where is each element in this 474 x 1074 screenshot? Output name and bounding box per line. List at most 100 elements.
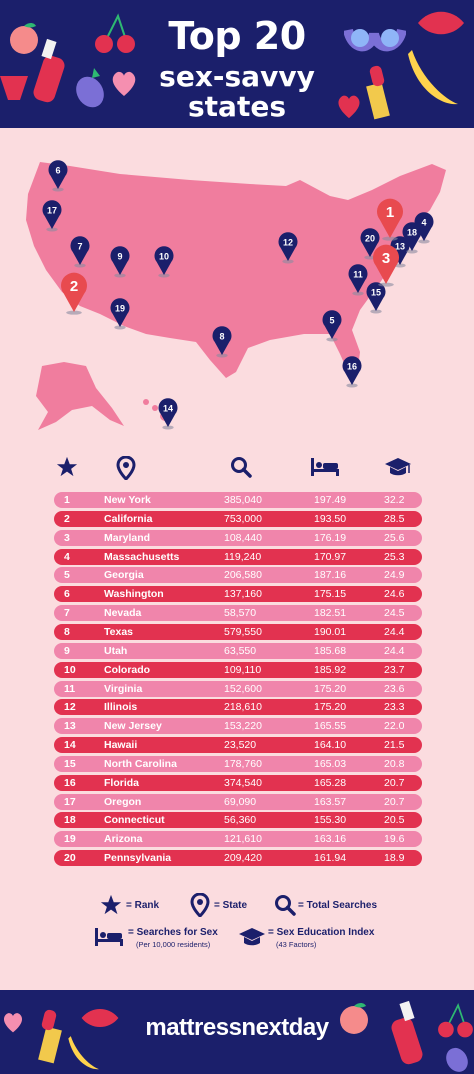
sex-education-index-cell: 24.6 [384,588,405,601]
total-searches-cell: 153,220 [224,720,262,733]
searches-for-sex-cell: 163.57 [314,795,347,808]
rank-cell: 6 [64,588,70,601]
map-pin-1: 1 [377,198,403,241]
state-cell: Massachusetts [104,550,180,563]
state-cell: Hawaii [104,739,138,752]
state-cell: Illinois [104,701,138,714]
sex-education-index-cell: 18.9 [384,852,405,865]
searches-for-sex-cell: 176.19 [314,531,347,544]
map-pin-icon [42,200,62,229]
map-pin-16: 16 [342,356,362,388]
brand-logo: mattressnextday [145,1014,329,1041]
total-searches-cell: 23,520 [224,739,257,752]
rank-cell: 9 [64,644,70,657]
map-pin-14: 14 [158,398,178,430]
map-pin-10: 10 [154,246,174,278]
pin-shadow [370,309,382,314]
legend-total-searches: = Total Searches [298,900,378,911]
map-pin-icon [377,198,403,238]
pin-shadow [162,425,174,430]
searches-for-sex-cell: 175.15 [314,588,347,601]
rank-cell: 18 [64,814,76,827]
pin-shadow [326,337,338,342]
searches-for-sex-cell: 155.30 [314,814,347,827]
peach-icon [10,23,38,54]
sex-education-index-cell: 20.8 [384,757,405,770]
total-searches-cell: 178,760 [224,757,262,770]
searches-for-sex-cell: 164.10 [314,739,347,752]
legend-sex-education-index-note: (43 Factors) [276,940,317,949]
sex-education-index-cell: 24.4 [384,644,405,657]
searches-for-sex-cell: 165.28 [314,776,347,789]
map-pin-icon [110,246,130,275]
legend-searches-for-sex: = Searches for Sex [128,927,218,938]
sex-education-index-cell: 20.5 [384,814,405,827]
map-pin-icon [414,212,434,241]
state-cell: Colorado [104,663,151,676]
map-pin-7: 7 [70,236,90,268]
map-pin-icon [70,236,90,265]
total-searches-cell: 218,610 [224,701,262,714]
map-pin-label: 7 [77,242,82,252]
map-pin-icon [342,356,362,385]
heart-icon [338,95,360,119]
map-pin-5: 5 [322,310,342,342]
rank-cell: 17 [64,795,76,808]
searches-for-sex-cell: 182.51 [314,607,347,620]
lips-icon [81,1009,119,1027]
location-pin-icon [116,456,136,480]
table-row: 7 Nevada 58,570 182.51 24.5 [54,605,422,622]
state-cell: Georgia [104,569,144,582]
table-row: 16 Florida 374,540 165.28 20.7 [54,774,422,791]
alaska-shape [36,362,124,430]
searches-for-sex-cell: 170.97 [314,550,347,563]
lips-icon [418,11,464,35]
table-row: 19 Arizona 121,610 163.16 19.6 [54,831,422,848]
pin-shadow [282,259,294,264]
graduation-cap-icon [239,928,265,946]
star-icon [56,456,78,477]
location-pin-icon [190,893,210,917]
map-pin-19: 19 [110,298,130,330]
sex-education-index-cell: 25.3 [384,550,405,563]
pin-shadow [74,263,86,268]
table-row: 5 Georgia 206,580 187.16 24.9 [54,567,422,584]
sex-education-index-cell: 22.0 [384,720,405,733]
sex-education-index-cell: 23.7 [384,663,405,676]
total-searches-cell: 58,570 [224,607,257,620]
total-searches-cell: 206,580 [224,569,262,582]
map-pin-icon [212,326,232,355]
map-pin-label: 18 [407,228,417,238]
searches-for-sex-cell: 185.92 [314,663,347,676]
table-row: 6 Washington 137,160 175.15 24.6 [54,586,422,603]
searches-for-sex-cell: 187.16 [314,569,347,582]
pin-shadow [114,325,126,330]
map-pin-icon [348,264,368,293]
sex-education-index-cell: 24.9 [384,569,405,582]
graduation-cap-icon [385,458,411,476]
pin-shadow [406,249,418,254]
hot-sauce-icon [391,1000,423,1065]
page-subtitle: sex-savvy states [0,62,474,122]
rank-cell: 5 [64,569,70,582]
map-pin-label: 9 [117,252,122,262]
pin-shadow [52,187,64,192]
map-pin-20: 20 [360,228,380,260]
pin-shadow [346,383,358,388]
table-row: 14 Hawaii 23,520 164.10 21.5 [54,737,422,754]
map-pin-icon [61,272,87,312]
total-searches-cell: 579,550 [224,625,262,638]
cherries-icon [95,13,135,53]
rank-cell: 16 [64,776,76,789]
map-pin-icon [322,310,342,339]
map-pin-label: 19 [115,304,125,314]
legend-state: = State [214,900,248,911]
pin-shadow [114,273,126,278]
rank-cell: 19 [64,833,76,846]
map-pin-label: 3 [382,250,390,267]
map-pin-label: 14 [163,404,173,414]
state-cell: Texas [104,625,133,638]
state-cell: Pennsylvania [104,852,172,865]
map-pin-17: 17 [42,200,62,232]
magnifier-icon [275,895,296,916]
